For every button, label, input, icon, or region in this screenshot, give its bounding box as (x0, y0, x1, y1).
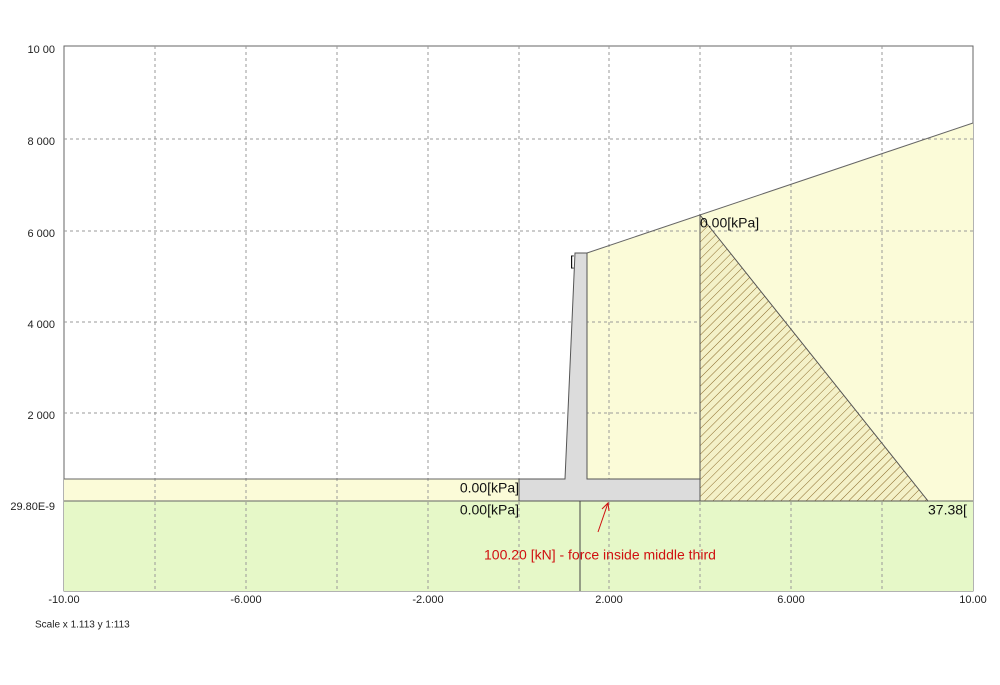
pressure-label: 0.00[kPa] (460, 502, 519, 518)
x-tick-label: -2.000 (412, 594, 443, 606)
grid (64, 46, 973, 591)
y-tick-label: 8 000 (27, 136, 55, 148)
y-tick-label: 29.80E-9 (10, 501, 55, 513)
pressure-label: 0.00[kPa] (700, 215, 759, 231)
x-tick-label: 2.000 (595, 594, 623, 606)
x-axis: -10.00 -6.000 -2.000 2.000 6.000 10.00 (48, 594, 986, 606)
y-tick-label: 4 000 (27, 319, 55, 331)
force-arrow (597, 501, 610, 533)
x-tick-label: 6.000 (777, 594, 805, 606)
y-tick-label: 6 000 (27, 228, 55, 240)
wall (518, 252, 701, 502)
pressure-diagram (699, 213, 930, 502)
y-axis: 10 00 8 000 6 000 4 000 2 000 29.80E-9 (10, 44, 55, 513)
pressure-label: 37.38[ (928, 502, 967, 518)
wall-label: [ (570, 253, 574, 269)
y-tick-label: 10 00 (27, 44, 55, 56)
x-tick-label: 10.00 (959, 594, 987, 606)
x-tick-label: -10.00 (48, 594, 79, 606)
y-tick-label: 2 000 (27, 410, 55, 422)
x-tick-label: -6.000 (230, 594, 261, 606)
scale-label: Scale x 1.113 y 1:113 (35, 620, 130, 631)
force-label: 100.20 [kN] - force inside middle third (484, 547, 716, 563)
pressure-label: 0.00[kPa] (460, 480, 519, 496)
